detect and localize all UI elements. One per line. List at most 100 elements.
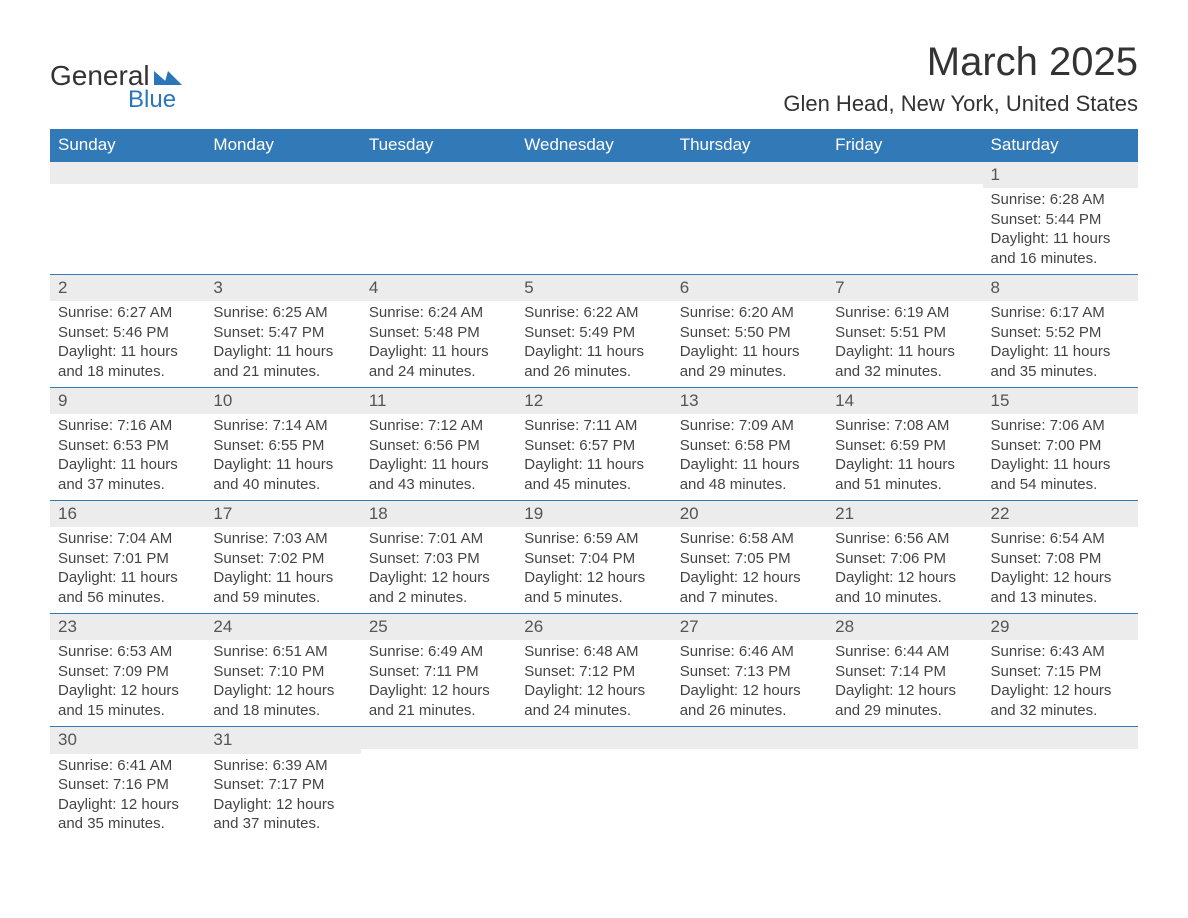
sunrise: Sunrise: 6:19 AM	[835, 303, 974, 323]
sunrise: Sunrise: 7:03 AM	[213, 529, 352, 549]
day-data: Sunrise: 6:44 AMSunset: 7:14 PMDaylight:…	[827, 640, 982, 726]
daylight-line1: Daylight: 11 hours	[213, 455, 352, 475]
sunset: Sunset: 7:14 PM	[835, 662, 974, 682]
sunset: Sunset: 5:51 PM	[835, 323, 974, 343]
sunrise: Sunrise: 6:41 AM	[58, 756, 197, 776]
day-data: Sunrise: 6:41 AMSunset: 7:16 PMDaylight:…	[50, 754, 205, 840]
location: Glen Head, New York, United States	[783, 91, 1138, 117]
daylight-line1: Daylight: 11 hours	[58, 342, 197, 362]
day-data	[516, 749, 671, 757]
calendar-cell: 26Sunrise: 6:48 AMSunset: 7:12 PMDayligh…	[516, 614, 671, 727]
day-data: Sunrise: 6:49 AMSunset: 7:11 PMDaylight:…	[361, 640, 516, 726]
calendar-cell: 22Sunrise: 6:54 AMSunset: 7:08 PMDayligh…	[983, 501, 1138, 614]
daylight-line1: Daylight: 11 hours	[213, 342, 352, 362]
calendar-cell	[50, 162, 205, 275]
sunset: Sunset: 6:58 PM	[680, 436, 819, 456]
day-number: 20	[672, 501, 827, 527]
daylight-line2: and 24 minutes.	[524, 701, 663, 721]
day-data: Sunrise: 6:48 AMSunset: 7:12 PMDaylight:…	[516, 640, 671, 726]
day-number: 5	[516, 275, 671, 301]
day-number: 15	[983, 388, 1138, 414]
day-number: 23	[50, 614, 205, 640]
sunset: Sunset: 7:05 PM	[680, 549, 819, 569]
day-data: Sunrise: 6:27 AMSunset: 5:46 PMDaylight:…	[50, 301, 205, 387]
day-number: 29	[983, 614, 1138, 640]
calendar-cell: 23Sunrise: 6:53 AMSunset: 7:09 PMDayligh…	[50, 614, 205, 727]
daylight-line2: and 7 minutes.	[680, 588, 819, 608]
calendar-row: 16Sunrise: 7:04 AMSunset: 7:01 PMDayligh…	[50, 501, 1138, 614]
calendar-table: Sunday Monday Tuesday Wednesday Thursday…	[50, 129, 1138, 840]
daylight-line2: and 35 minutes.	[991, 362, 1130, 382]
calendar-cell	[361, 162, 516, 275]
day-number: 11	[361, 388, 516, 414]
daylight-line1: Daylight: 11 hours	[835, 342, 974, 362]
daylight-line1: Daylight: 12 hours	[991, 568, 1130, 588]
sunset: Sunset: 7:11 PM	[369, 662, 508, 682]
day-data	[827, 749, 982, 757]
daylight-line2: and 48 minutes.	[680, 475, 819, 495]
daylight-line1: Daylight: 12 hours	[680, 568, 819, 588]
daylight-line2: and 51 minutes.	[835, 475, 974, 495]
calendar-cell: 21Sunrise: 6:56 AMSunset: 7:06 PMDayligh…	[827, 501, 982, 614]
day-data: Sunrise: 6:24 AMSunset: 5:48 PMDaylight:…	[361, 301, 516, 387]
calendar-cell	[516, 162, 671, 275]
sunrise: Sunrise: 7:09 AM	[680, 416, 819, 436]
daylight-line2: and 29 minutes.	[680, 362, 819, 382]
sunrise: Sunrise: 7:08 AM	[835, 416, 974, 436]
day-data	[672, 749, 827, 757]
sunrise: Sunrise: 6:46 AM	[680, 642, 819, 662]
day-data: Sunrise: 7:09 AMSunset: 6:58 PMDaylight:…	[672, 414, 827, 500]
daylight-line2: and 21 minutes.	[369, 701, 508, 721]
day-data: Sunrise: 7:14 AMSunset: 6:55 PMDaylight:…	[205, 414, 360, 500]
calendar-cell: 18Sunrise: 7:01 AMSunset: 7:03 PMDayligh…	[361, 501, 516, 614]
day-data: Sunrise: 6:20 AMSunset: 5:50 PMDaylight:…	[672, 301, 827, 387]
day-data: Sunrise: 6:43 AMSunset: 7:15 PMDaylight:…	[983, 640, 1138, 726]
daylight-line1: Daylight: 11 hours	[213, 568, 352, 588]
logo-text-blue: Blue	[128, 86, 176, 114]
sunset: Sunset: 5:46 PM	[58, 323, 197, 343]
sunset: Sunset: 5:50 PM	[680, 323, 819, 343]
daylight-line1: Daylight: 11 hours	[524, 342, 663, 362]
calendar-cell: 8Sunrise: 6:17 AMSunset: 5:52 PMDaylight…	[983, 275, 1138, 388]
sunrise: Sunrise: 6:27 AM	[58, 303, 197, 323]
day-data: Sunrise: 6:39 AMSunset: 7:17 PMDaylight:…	[205, 754, 360, 840]
daylight-line1: Daylight: 12 hours	[369, 568, 508, 588]
day-number: 1	[983, 162, 1138, 188]
day-data: Sunrise: 6:28 AMSunset: 5:44 PMDaylight:…	[983, 188, 1138, 274]
day-number	[361, 727, 516, 749]
sunset: Sunset: 7:03 PM	[369, 549, 508, 569]
daylight-line2: and 10 minutes.	[835, 588, 974, 608]
daylight-line2: and 21 minutes.	[213, 362, 352, 382]
calendar-cell: 17Sunrise: 7:03 AMSunset: 7:02 PMDayligh…	[205, 501, 360, 614]
sunset: Sunset: 7:16 PM	[58, 775, 197, 795]
daylight-line2: and 37 minutes.	[58, 475, 197, 495]
header: General Blue March 2025 Glen Head, New Y…	[50, 40, 1138, 117]
calendar-row: 1Sunrise: 6:28 AMSunset: 5:44 PMDaylight…	[50, 162, 1138, 275]
day-data: Sunrise: 7:03 AMSunset: 7:02 PMDaylight:…	[205, 527, 360, 613]
day-number	[827, 162, 982, 184]
calendar-cell: 5Sunrise: 6:22 AMSunset: 5:49 PMDaylight…	[516, 275, 671, 388]
sunrise: Sunrise: 6:24 AM	[369, 303, 508, 323]
day-data: Sunrise: 7:11 AMSunset: 6:57 PMDaylight:…	[516, 414, 671, 500]
calendar-cell: 9Sunrise: 7:16 AMSunset: 6:53 PMDaylight…	[50, 388, 205, 501]
day-number: 27	[672, 614, 827, 640]
day-number: 31	[205, 727, 360, 753]
calendar-row: 9Sunrise: 7:16 AMSunset: 6:53 PMDaylight…	[50, 388, 1138, 501]
day-number: 26	[516, 614, 671, 640]
sunrise: Sunrise: 6:48 AM	[524, 642, 663, 662]
calendar-cell	[672, 727, 827, 840]
day-number	[516, 162, 671, 184]
daylight-line2: and 43 minutes.	[369, 475, 508, 495]
sunset: Sunset: 6:59 PM	[835, 436, 974, 456]
sunrise: Sunrise: 7:04 AM	[58, 529, 197, 549]
daylight-line1: Daylight: 11 hours	[369, 342, 508, 362]
daylight-line2: and 54 minutes.	[991, 475, 1130, 495]
sunrise: Sunrise: 7:14 AM	[213, 416, 352, 436]
month-title: March 2025	[783, 40, 1138, 85]
day-data: Sunrise: 6:51 AMSunset: 7:10 PMDaylight:…	[205, 640, 360, 726]
daylight-line2: and 45 minutes.	[524, 475, 663, 495]
day-data: Sunrise: 6:22 AMSunset: 5:49 PMDaylight:…	[516, 301, 671, 387]
sunrise: Sunrise: 6:28 AM	[991, 190, 1130, 210]
calendar-cell: 24Sunrise: 6:51 AMSunset: 7:10 PMDayligh…	[205, 614, 360, 727]
daylight-line1: Daylight: 11 hours	[835, 455, 974, 475]
